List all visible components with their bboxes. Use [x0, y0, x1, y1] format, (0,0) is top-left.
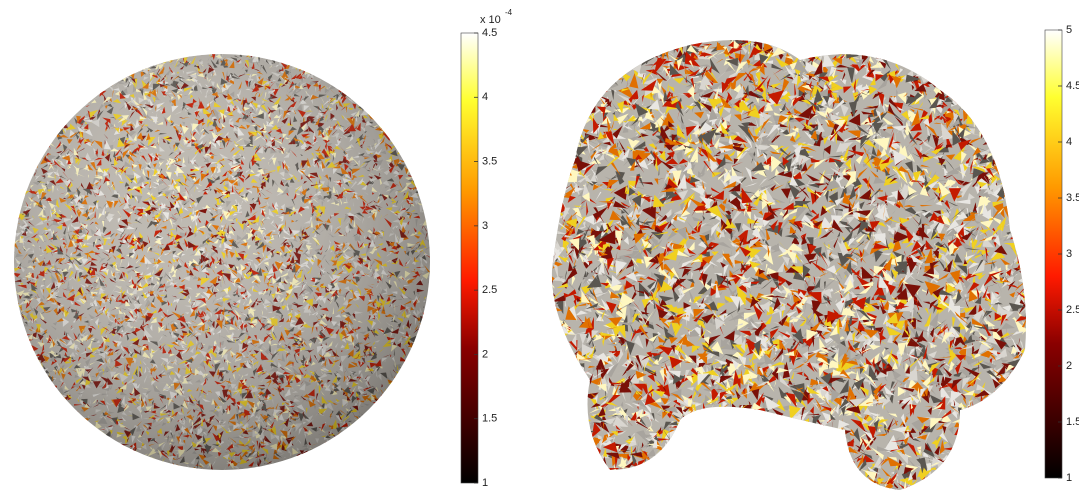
figure: x 10 -4 11.522.533.544.511.522.533.544.5… — [0, 0, 1079, 499]
